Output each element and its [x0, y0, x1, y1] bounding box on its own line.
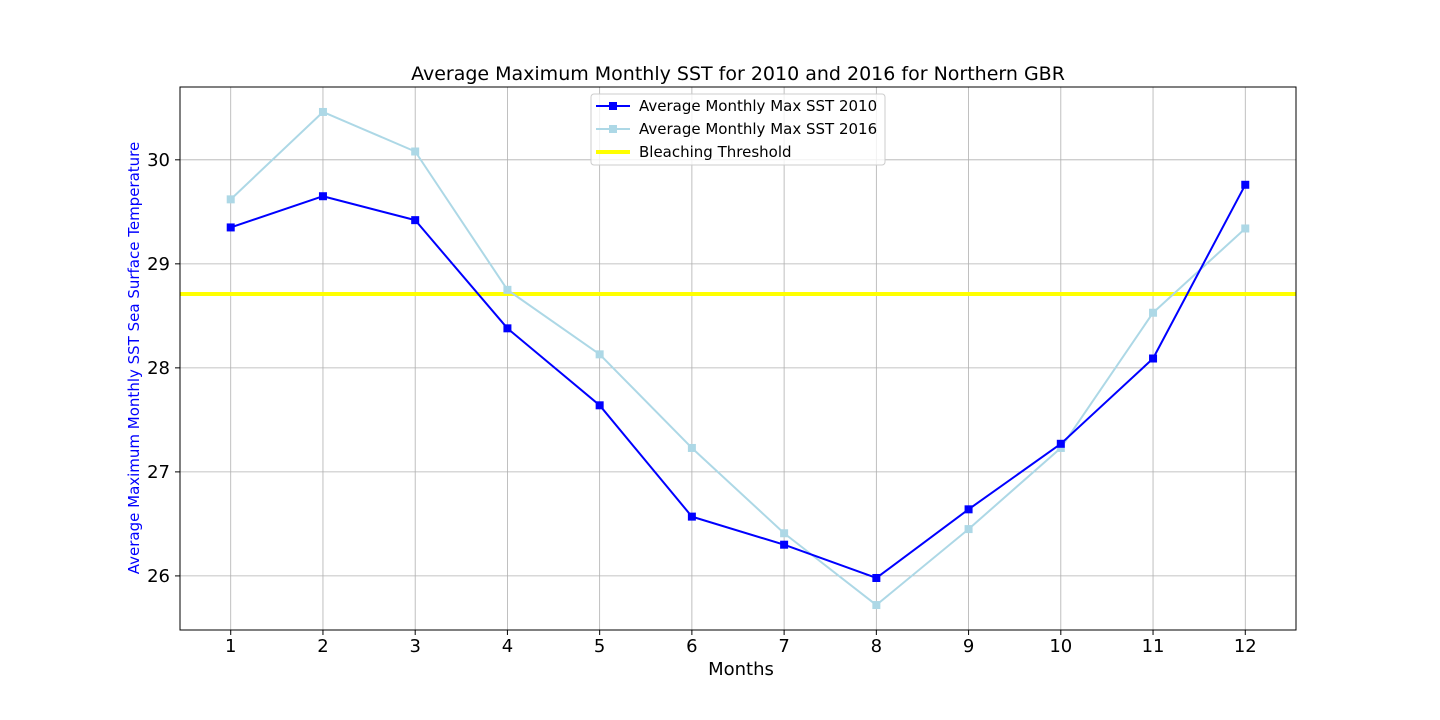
legend-label-2016: Average Monthly Max SST 2016 [639, 120, 877, 138]
y-tick-label: 28 [147, 358, 170, 379]
legend-box [590, 93, 886, 166]
y-tick-label: 29 [147, 254, 170, 275]
data-point [1241, 224, 1250, 233]
series-line-0 [230, 184, 1247, 579]
data-point [872, 573, 881, 582]
x-axis-title: Months [708, 659, 774, 680]
data-point [503, 324, 512, 333]
data-point [687, 512, 696, 521]
grid [180, 87, 1296, 630]
chart-title: Average Maximum Monthly SST for 2010 and… [411, 63, 1065, 85]
data-point [780, 529, 789, 538]
data-point [318, 107, 327, 116]
series-layer [226, 107, 1250, 610]
legend-label-2010: Average Monthly Max SST 2010 [639, 97, 877, 115]
plot-frame [179, 86, 1297, 631]
data-point [1149, 354, 1158, 363]
x-tick-label: 8 [871, 636, 882, 657]
y-tick-label: 30 [147, 150, 170, 171]
x-tick-label: 4 [502, 636, 513, 657]
x-tick-label: 1 [225, 636, 236, 657]
legend-marker-2010 [609, 102, 617, 110]
data-point [1056, 439, 1065, 448]
data-point [1149, 308, 1158, 317]
x-tick-label: 12 [1234, 636, 1257, 657]
x-tick-label: 6 [686, 636, 697, 657]
data-point [1056, 443, 1065, 452]
data-point [1241, 180, 1250, 189]
data-point [872, 601, 881, 610]
x-tick-label: 7 [778, 636, 789, 657]
data-point [687, 443, 696, 452]
legend: Average Monthly Max SST 2010 Average Mon… [590, 93, 886, 166]
data-point [964, 505, 973, 514]
data-point [595, 401, 604, 410]
data-point [226, 223, 235, 232]
y-axis-title: Average Maximum Monthly SST Sea Surface … [125, 142, 143, 574]
data-point [226, 195, 235, 204]
legend-marker-2016 [609, 125, 617, 133]
data-point [411, 147, 420, 156]
data-point [595, 350, 604, 359]
x-tick-label: 5 [594, 636, 605, 657]
data-point [318, 192, 327, 201]
y-tick-label: 27 [147, 462, 170, 483]
x-tick-label: 3 [409, 636, 420, 657]
x-tick-label: 11 [1142, 636, 1165, 657]
data-point [964, 525, 973, 534]
data-point [503, 285, 512, 294]
x-tick-label: 2 [317, 636, 328, 657]
data-point [411, 216, 420, 225]
legend-label-threshold: Bleaching Threshold [639, 143, 792, 161]
x-tick-label: 9 [963, 636, 974, 657]
x-tick-label: 10 [1049, 636, 1072, 657]
data-point [780, 540, 789, 549]
series-line-1 [230, 110, 1246, 607]
y-tick-label: 26 [147, 566, 170, 587]
